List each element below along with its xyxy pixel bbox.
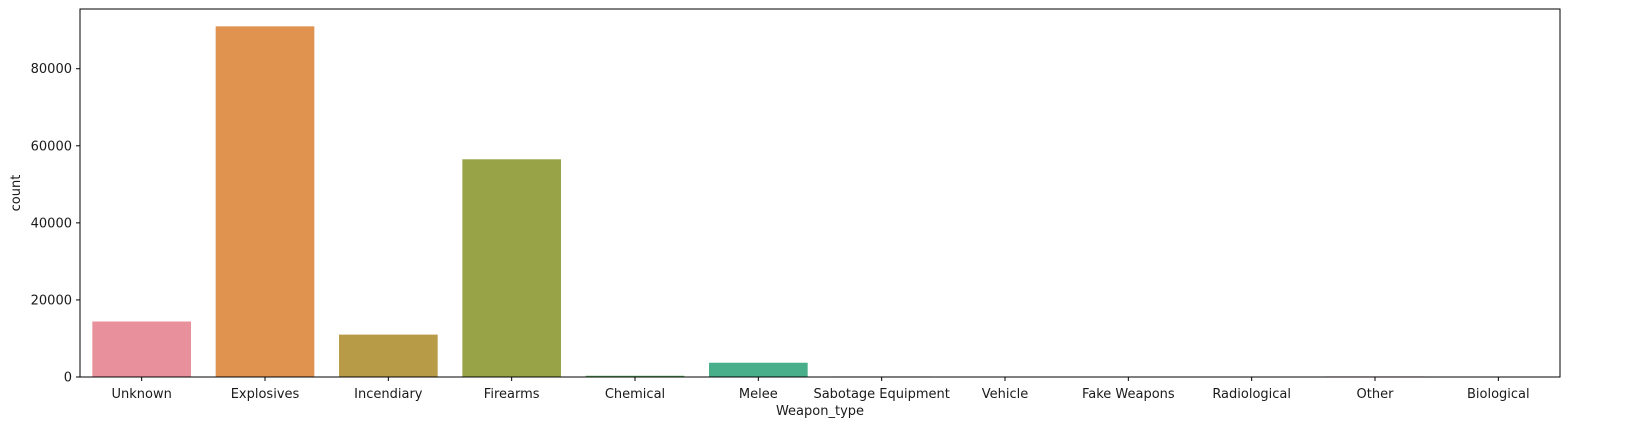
bar-chemical bbox=[585, 375, 685, 377]
y-tick-label: 40000 bbox=[31, 216, 72, 231]
bar-explosives bbox=[215, 26, 315, 378]
x-tick-label-explosives: Explosives bbox=[231, 387, 300, 402]
y-tick-label: 60000 bbox=[31, 139, 72, 154]
x-axis-ticks: Unknown Explosives Incendiary Firearms Chemi… bbox=[111, 377, 1530, 402]
x-tick-label-sabotage-equipment: Sabotage Equipment bbox=[813, 387, 949, 402]
y-tick-label: 80000 bbox=[31, 62, 72, 77]
y-tick-label: 0 bbox=[64, 371, 72, 386]
bar-unknown bbox=[92, 321, 191, 377]
x-tick-label-melee: Melee bbox=[739, 387, 778, 402]
x-axis-label: Weapon_type bbox=[776, 404, 864, 419]
bars-group bbox=[92, 26, 1548, 378]
bar-firearms bbox=[462, 159, 561, 377]
x-tick-label-fake-weapons: Fake Weapons bbox=[1082, 387, 1175, 402]
y-tick-label: 20000 bbox=[31, 293, 72, 308]
y-axis-ticks: 0 20000 40000 60000 80000 bbox=[31, 62, 80, 386]
x-tick-label-other: Other bbox=[1357, 387, 1395, 402]
x-tick-label-chemical: Chemical bbox=[605, 387, 665, 402]
bar-melee bbox=[709, 362, 808, 377]
x-tick-label-incendiary: Incendiary bbox=[354, 387, 423, 402]
bar-incendiary bbox=[339, 334, 438, 377]
y-axis-label: count bbox=[9, 175, 24, 212]
x-tick-label-biological: Biological bbox=[1467, 387, 1530, 402]
plot-frame bbox=[79, 8, 1561, 378]
x-tick-label-firearms: Firearms bbox=[484, 387, 540, 402]
x-tick-label-radiological: Radiological bbox=[1212, 387, 1291, 402]
x-tick-label-unknown: Unknown bbox=[111, 387, 171, 402]
x-tick-label-vehicle: Vehicle bbox=[982, 387, 1029, 402]
